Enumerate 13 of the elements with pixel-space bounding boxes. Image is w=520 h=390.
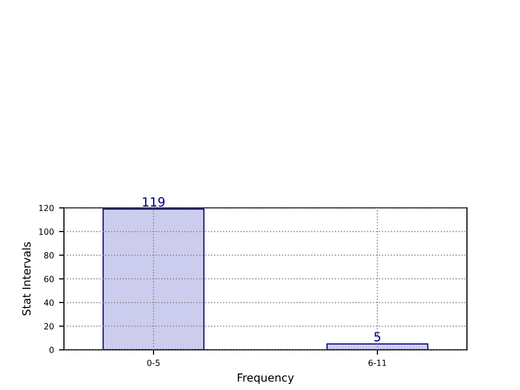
y-tick-label: 120 bbox=[39, 204, 54, 212]
x-tick-label: 6-11 bbox=[368, 360, 386, 366]
data-label: 119 bbox=[142, 197, 165, 207]
data-label: 5 bbox=[374, 332, 380, 342]
x-tick-label: 0-5 bbox=[147, 360, 160, 366]
y-tick-label: 0 bbox=[49, 346, 54, 354]
x-axis-title: Frequency bbox=[238, 374, 294, 384]
y-tick-label: 40 bbox=[44, 299, 54, 306]
y-tick-label: 80 bbox=[44, 252, 54, 258]
y-tick-label: 20 bbox=[44, 323, 54, 330]
y-axis-title: Stat Intervals bbox=[22, 242, 31, 316]
y-tick-label: 60 bbox=[44, 276, 54, 282]
y-tick-label: 100 bbox=[39, 228, 54, 235]
